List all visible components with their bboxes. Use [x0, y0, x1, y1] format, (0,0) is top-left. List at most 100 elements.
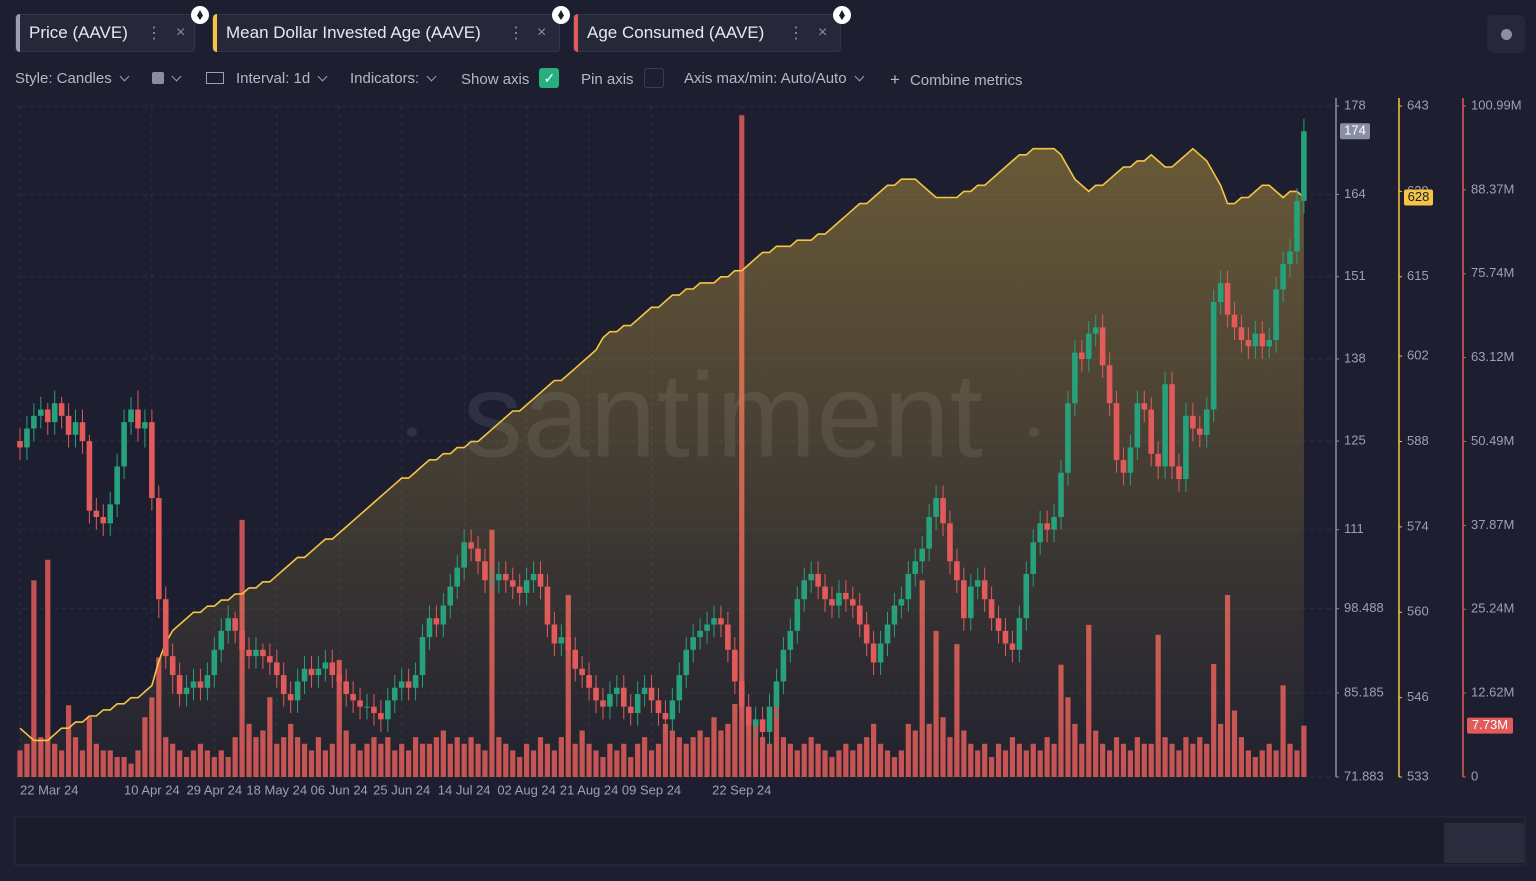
candle-body: [974, 580, 981, 587]
bar: [1218, 723, 1224, 777]
metric-tab[interactable]: Price (AAVE) ⋮ ×: [15, 14, 195, 52]
bar: [364, 743, 370, 777]
bar: [579, 730, 585, 777]
tab-menu[interactable]: ⋮: [146, 25, 162, 42]
bar: [1245, 750, 1251, 777]
pin-axis[interactable]: Pin axis: [581, 68, 664, 90]
bar: [968, 743, 974, 777]
bar: [315, 737, 322, 777]
tab-close[interactable]: ×: [537, 24, 547, 41]
tab-menu[interactable]: ⋮: [508, 25, 524, 42]
candle-body: [787, 630, 794, 650]
axis-maxmin-label: Axis max/min: Auto/Auto: [684, 70, 847, 87]
interval-select[interactable]: Interval: 1d: [206, 70, 328, 87]
bar: [780, 737, 786, 777]
candle-body: [1280, 264, 1286, 290]
candle-body: [995, 618, 1002, 631]
tab-close[interactable]: ×: [818, 24, 828, 41]
bar: [454, 737, 460, 777]
style-select[interactable]: Style: Candles: [15, 70, 130, 87]
bar: [746, 710, 752, 777]
bar: [1058, 664, 1064, 777]
bar: [461, 743, 467, 777]
bar: [232, 737, 238, 777]
y-tick-label: 37.87M: [1471, 517, 1514, 532]
candle-body: [426, 618, 433, 638]
candle-body: [1141, 403, 1148, 410]
bar: [808, 737, 814, 777]
bar: [1266, 743, 1272, 777]
color-select[interactable]: [152, 70, 182, 87]
candle-body: [1030, 542, 1037, 574]
bar: [961, 730, 967, 777]
candle-body: [1203, 409, 1210, 435]
x-tick-label: 09 Sep 24: [622, 782, 681, 797]
tab-menu[interactable]: ⋮: [788, 25, 804, 42]
bar: [739, 115, 745, 777]
bar: [322, 750, 328, 777]
bar: [891, 757, 898, 777]
y-tick-label: 0: [1471, 768, 1478, 783]
bar: [787, 743, 793, 777]
candle-body: [301, 668, 308, 682]
bar: [183, 757, 190, 777]
bar: [676, 737, 682, 777]
candle-body: [822, 586, 828, 600]
candle-body: [877, 643, 884, 663]
bar: [1002, 750, 1009, 777]
candle-body: [44, 409, 51, 423]
bar: [759, 737, 766, 777]
bar: [440, 730, 446, 777]
navigator-window[interactable]: [1444, 823, 1524, 863]
candle-body: [766, 706, 773, 732]
metric-tab[interactable]: Age Consumed (AAVE) ⋮ ×: [573, 14, 841, 52]
candle-body: [808, 573, 814, 581]
candle-body: [1266, 339, 1272, 347]
bar: [267, 697, 273, 777]
candle-body: [745, 706, 752, 726]
show-axis[interactable]: Show axis ✓: [461, 68, 560, 90]
candle-body: [1079, 352, 1085, 359]
y-tick-label: 50.49M: [1471, 433, 1514, 448]
candle-body: [273, 662, 280, 676]
candle-body: [1134, 403, 1141, 448]
candle-body: [454, 567, 461, 587]
bar: [850, 750, 856, 777]
tab-close[interactable]: ×: [176, 24, 186, 41]
candle-body: [357, 700, 363, 707]
last-value-badge: [1340, 123, 1370, 140]
y-tick-label: 88.37M: [1471, 181, 1514, 196]
candle-body: [197, 681, 204, 688]
indicators-select[interactable]: Indicators:: [350, 70, 437, 87]
candle-body: [1273, 289, 1279, 340]
candle-body: [183, 687, 190, 695]
bar: [1134, 737, 1140, 777]
candle-body: [1162, 384, 1168, 467]
candle-body: [176, 675, 183, 695]
combine-metrics[interactable]: + Combine metrics: [890, 70, 1023, 89]
candle-body: [509, 580, 516, 587]
candle-body: [1176, 466, 1182, 480]
y-tick-label: 615: [1407, 268, 1429, 283]
bar: [551, 750, 557, 777]
bar: [1238, 737, 1245, 777]
y-tick-label: 100.99M: [1471, 97, 1522, 112]
bar: [503, 743, 509, 777]
bar: [718, 730, 724, 777]
bar: [1162, 737, 1168, 777]
navigator[interactable]: [14, 816, 1526, 866]
axis-maxmin[interactable]: Axis max/min: Auto/Auto: [684, 70, 865, 87]
candle-body: [1065, 403, 1071, 473]
bar: [149, 697, 155, 777]
metric-tab[interactable]: Mean Dollar Invested Age (AAVE) ⋮ ×: [212, 14, 560, 52]
y-tick-label: 546: [1407, 689, 1429, 704]
candle-body: [1183, 415, 1189, 480]
bar: [1155, 634, 1161, 777]
bar: [794, 750, 800, 777]
candle-body: [641, 687, 648, 695]
candle-body: [607, 694, 613, 707]
candle-body: [65, 415, 72, 435]
settings-button[interactable]: [1487, 15, 1525, 53]
bar: [100, 750, 106, 777]
